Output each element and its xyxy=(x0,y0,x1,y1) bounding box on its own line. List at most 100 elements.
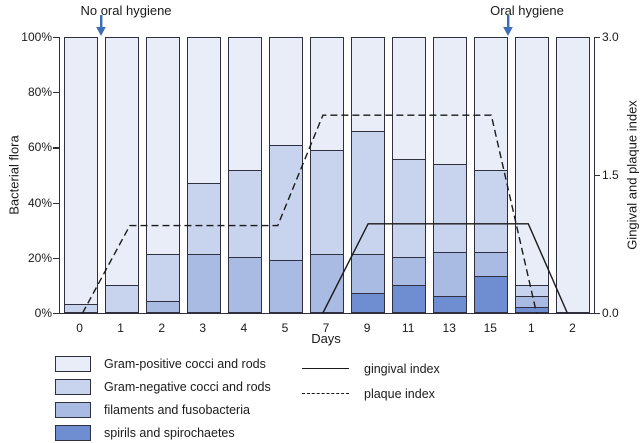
x-tick-label: 7 xyxy=(322,321,330,335)
x-axis-title: Days xyxy=(311,331,341,346)
y-tick-label-right: 1.5 xyxy=(602,168,619,182)
bar-slot-day-11 xyxy=(389,37,430,313)
stacked-bar-day-3 xyxy=(186,37,221,313)
solid-line-sample xyxy=(302,368,349,369)
bar-slot-day-9 xyxy=(348,37,389,313)
segment-gram-positive xyxy=(105,38,138,285)
segment-filaments xyxy=(352,254,385,293)
plot-area xyxy=(59,37,595,314)
legend-lines: gingival index plaque index xyxy=(302,356,440,406)
bar-slot-day-1 xyxy=(512,37,553,313)
segment-gram-negative xyxy=(352,131,385,255)
segment-gram-positive xyxy=(64,38,97,304)
segment-gram-positive xyxy=(516,38,549,285)
y-tick-label-left: 100% xyxy=(21,30,52,44)
x-tick-label: 1 xyxy=(117,321,124,335)
y-tick-mark xyxy=(53,202,59,204)
bar-slot-day-15 xyxy=(471,37,512,313)
stacked-bar-day-2 xyxy=(145,37,180,313)
y-tick-mark xyxy=(594,37,600,39)
x-tick-label: 4 xyxy=(240,321,248,335)
stacked-bar-day-13 xyxy=(433,37,468,313)
x-tick-label: 5 xyxy=(281,321,289,335)
y-tick-mark xyxy=(53,313,59,315)
segment-spirils xyxy=(352,292,385,312)
y-tick-mark xyxy=(53,257,59,260)
stacked-bar-day-2 xyxy=(556,37,591,313)
legend-swatch-gram-negative xyxy=(55,378,91,395)
legend-swatch-spirils xyxy=(55,424,91,441)
segment-gram-negative xyxy=(105,284,138,312)
bar-slot-day-2 xyxy=(142,37,183,313)
y-tick-label-right: 3.0 xyxy=(602,30,619,44)
bar-slot-day-0 xyxy=(60,37,101,313)
legend-item: Gram-positive cocci and rods xyxy=(55,352,271,375)
segment-gram-negative xyxy=(64,303,97,312)
y-tick-label-left: 80% xyxy=(27,85,52,100)
segment-gram-negative xyxy=(269,144,302,260)
y-tick-mark xyxy=(53,37,59,39)
stacked-bar-day-5 xyxy=(268,37,303,313)
x-tick-label: 15 xyxy=(483,321,497,335)
bar-slot-day-7 xyxy=(306,37,347,313)
segment-filaments xyxy=(393,257,426,285)
segment-gram-positive xyxy=(228,38,261,170)
segment-gram-negative xyxy=(434,164,467,252)
y-tick-label-left: 40% xyxy=(27,195,52,210)
legend-label: spirils and spirochaetes xyxy=(104,425,235,440)
y-tick-label-left: 0% xyxy=(34,306,52,320)
segment-gram-negative xyxy=(516,284,549,296)
legend-swatch-filaments xyxy=(55,401,91,418)
y-tick-mark xyxy=(53,147,59,149)
x-tick-label: 13 xyxy=(442,321,456,335)
segment-spirils xyxy=(516,306,549,312)
y-axis-title-right: Gingival and plaque index xyxy=(624,100,640,250)
segment-gram-positive xyxy=(475,38,508,170)
bar-slot-day-4 xyxy=(224,37,265,313)
legend-item: spirils and spirochaetes xyxy=(55,421,271,443)
segment-gram-positive xyxy=(393,38,426,159)
bar-slot-day-13 xyxy=(430,37,471,313)
segment-filaments xyxy=(228,257,261,312)
bar-slot-day-2 xyxy=(553,37,594,313)
segment-filaments xyxy=(516,295,549,307)
legend: Gram-positive cocci and rods Gram-negati… xyxy=(55,352,271,443)
segment-gram-positive xyxy=(311,38,343,151)
segment-gram-negative xyxy=(146,254,179,302)
segment-gram-positive xyxy=(187,38,220,184)
x-tick-label: 0 xyxy=(76,321,83,335)
segment-filaments xyxy=(434,251,467,296)
legend-label: filaments and fusobacteria xyxy=(104,402,250,417)
legend-label: Gram-positive cocci and rods xyxy=(104,356,266,371)
annotation-oral-hygiene: Oral hygiene xyxy=(490,3,564,18)
segment-gram-positive xyxy=(557,38,590,312)
legend-item: filaments and fusobacteria xyxy=(55,398,271,421)
dashed-line-sample xyxy=(302,393,349,394)
x-tick-label: 9 xyxy=(363,321,371,335)
segment-gram-negative xyxy=(187,183,220,255)
segment-gram-negative xyxy=(393,158,426,258)
legend-label: gingival index xyxy=(364,361,440,376)
legend-label: plaque index xyxy=(364,386,435,401)
x-tick-label: 3 xyxy=(199,321,207,335)
stacked-bars xyxy=(60,37,594,313)
y-tick-mark xyxy=(594,175,600,177)
segment-spirils xyxy=(393,284,426,312)
y-tick-label-right: 0.0 xyxy=(602,306,619,320)
annotation-no-oral-hygiene: No oral hygiene xyxy=(80,3,172,18)
stacked-bar-day-15 xyxy=(474,37,509,313)
x-tick-label: 11 xyxy=(401,321,415,335)
down-arrow-icon xyxy=(502,15,513,36)
segment-filaments xyxy=(187,254,220,312)
segment-filaments xyxy=(146,301,179,312)
stacked-bar-day-9 xyxy=(351,37,386,313)
y-tick-mark xyxy=(594,313,600,315)
segment-gram-negative xyxy=(475,169,508,252)
legend-item: plaque index xyxy=(302,381,440,406)
legend-swatch-gram-positive xyxy=(55,355,91,372)
legend-label: Gram-negative cocci and rods xyxy=(104,379,271,394)
segment-spirils xyxy=(434,295,467,312)
segment-gram-positive xyxy=(269,38,302,145)
segment-gram-positive xyxy=(146,38,179,255)
